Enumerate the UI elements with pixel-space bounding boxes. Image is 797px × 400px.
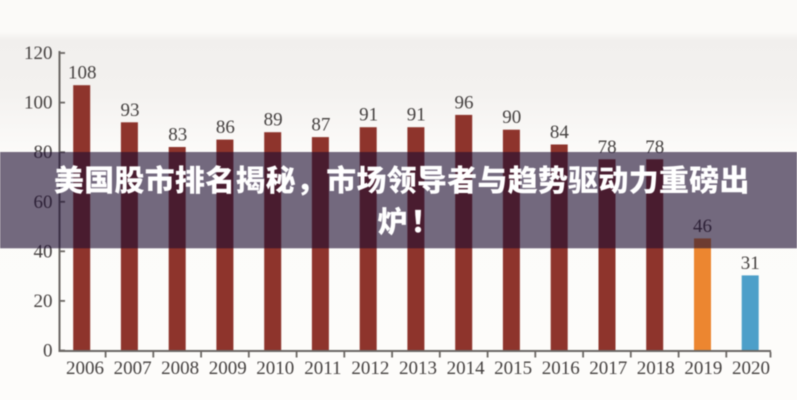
svg-text:20: 20: [34, 291, 53, 312]
svg-text:86: 86: [216, 117, 235, 138]
svg-text:89: 89: [264, 110, 283, 131]
svg-text:2020: 2020: [732, 358, 770, 379]
svg-text:2010: 2010: [256, 358, 294, 379]
svg-text:2011: 2011: [304, 358, 341, 379]
svg-text:2013: 2013: [399, 358, 437, 379]
svg-text:2012: 2012: [351, 358, 389, 379]
svg-text:91: 91: [359, 105, 378, 126]
svg-text:2008: 2008: [161, 358, 199, 379]
svg-text:2007: 2007: [114, 358, 152, 379]
svg-text:31: 31: [741, 253, 760, 274]
svg-text:83: 83: [168, 125, 187, 146]
svg-text:120: 120: [24, 43, 53, 64]
svg-text:87: 87: [311, 115, 330, 136]
svg-text:2014: 2014: [447, 358, 486, 379]
svg-text:100: 100: [24, 93, 53, 114]
svg-text:84: 84: [550, 122, 570, 143]
svg-text:2006: 2006: [66, 358, 104, 379]
svg-text:91: 91: [407, 105, 426, 126]
svg-text:108: 108: [68, 63, 97, 84]
svg-text:2016: 2016: [542, 358, 580, 379]
svg-text:2019: 2019: [684, 358, 722, 379]
svg-text:0: 0: [43, 341, 53, 362]
svg-text:2018: 2018: [637, 358, 675, 379]
svg-text:96: 96: [455, 92, 474, 113]
svg-text:2017: 2017: [589, 358, 627, 379]
svg-text:93: 93: [121, 100, 140, 121]
svg-text:2015: 2015: [494, 358, 532, 379]
svg-text:2009: 2009: [209, 358, 247, 379]
svg-text:90: 90: [502, 107, 521, 128]
